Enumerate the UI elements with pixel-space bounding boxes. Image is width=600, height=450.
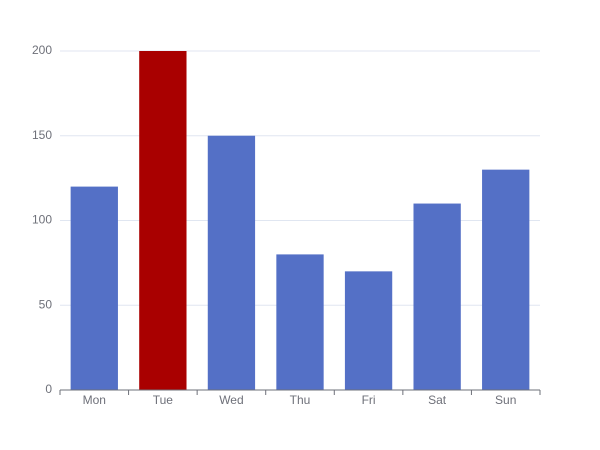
x-tick-label: Sun — [495, 393, 516, 407]
bar — [344, 271, 393, 390]
y-tick-label: 50 — [39, 297, 53, 311]
bar — [70, 186, 118, 390]
bar — [139, 51, 187, 390]
bar — [482, 169, 530, 390]
y-tick-label: 150 — [32, 128, 52, 142]
x-tick-label: Mon — [83, 393, 106, 407]
y-tick-label: 200 — [32, 43, 52, 57]
x-tick-label: Tue — [153, 393, 174, 407]
y-tick-label: 0 — [45, 382, 52, 396]
x-tick-label: Thu — [290, 393, 311, 407]
bar — [413, 203, 461, 390]
x-tick-label: Wed — [219, 393, 243, 407]
x-tick-label: Sat — [428, 393, 447, 407]
bar — [207, 135, 256, 390]
y-tick-label: 100 — [32, 213, 52, 227]
bar — [276, 254, 324, 390]
x-tick-label: Fri — [362, 393, 376, 407]
